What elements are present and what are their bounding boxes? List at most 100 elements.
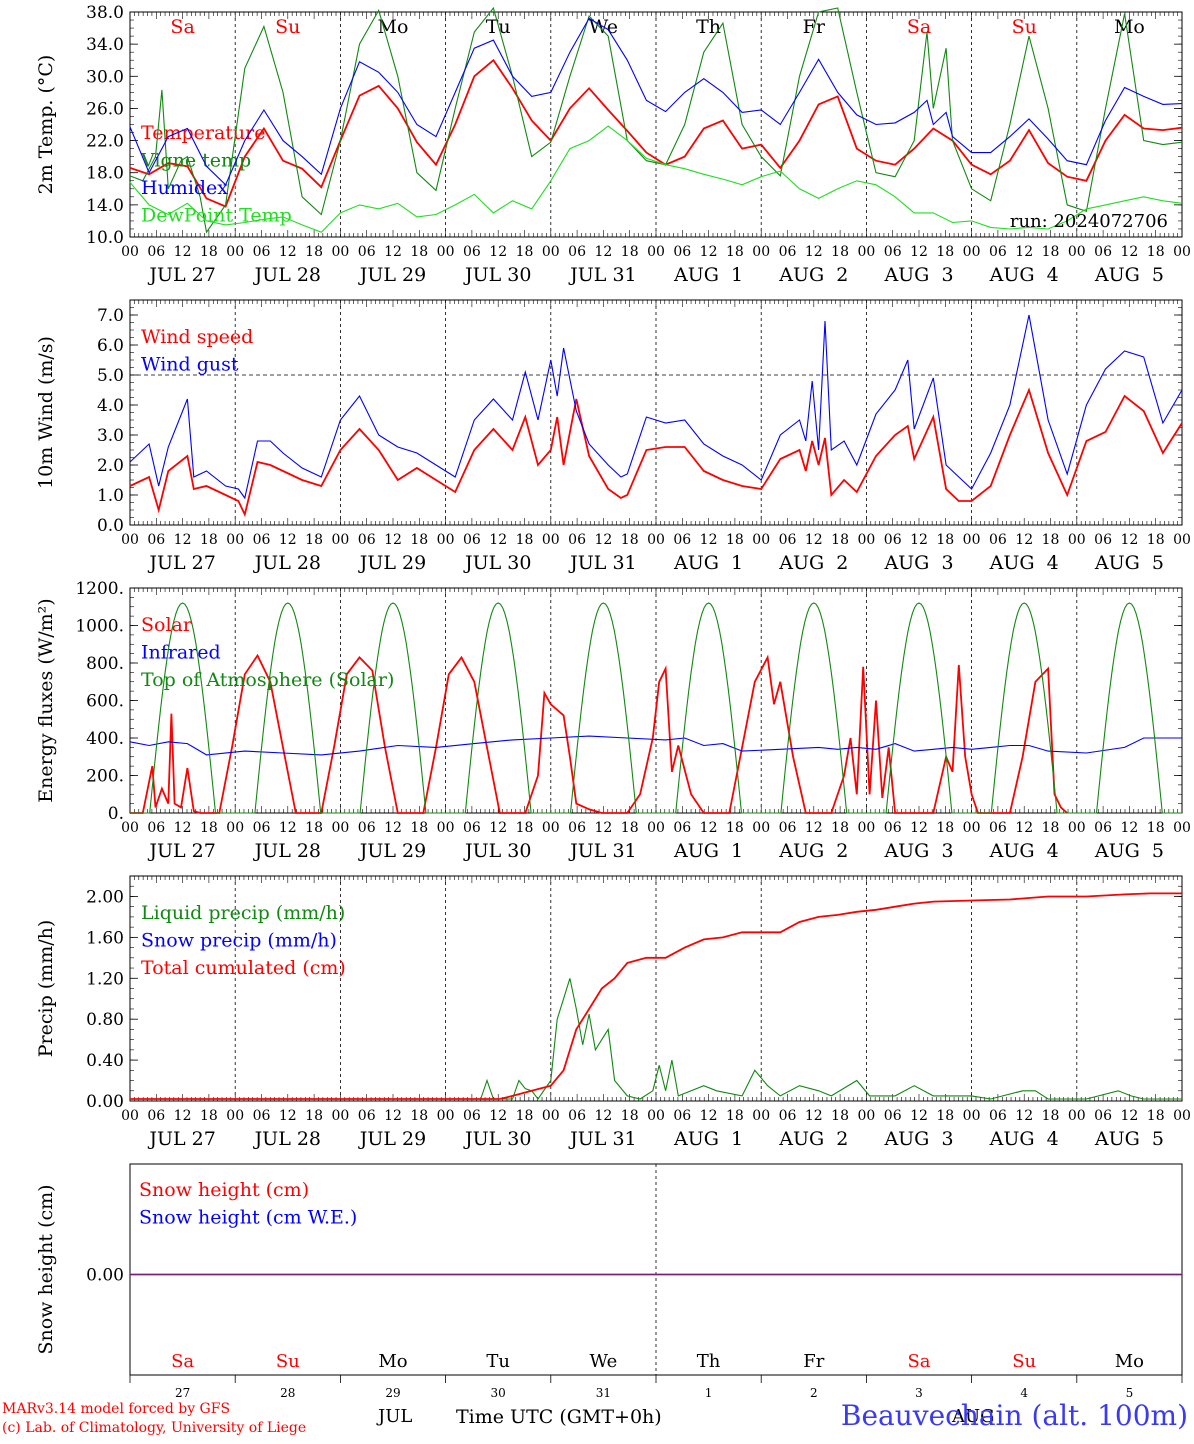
hour-tick-label: 06 (568, 532, 586, 548)
date-label: JUL 30 (463, 552, 531, 574)
y-tick-label: 0. (108, 804, 124, 824)
station-label: Beauvechain (alt. 100m) (840, 1399, 1188, 1432)
hour-tick-label: 18 (200, 820, 218, 836)
weekday-label-bottom: Sa (907, 1351, 930, 1372)
hour-tick-label: 00 (1068, 244, 1086, 260)
hour-tick-label: 06 (1094, 244, 1112, 260)
hour-tick-label: 00 (226, 532, 244, 548)
series-line-1 (130, 978, 1182, 1100)
date-label: JUL 27 (147, 552, 215, 574)
hour-tick-label: 06 (989, 244, 1007, 260)
hour-tick-label: 12 (1120, 1108, 1138, 1124)
hour-tick-label: 00 (437, 1108, 455, 1124)
hour-tick-label: 18 (1147, 532, 1165, 548)
date-label: JUL 31 (568, 552, 636, 574)
hour-tick-label: 00 (1173, 820, 1191, 836)
weekday-label: Mo (1114, 16, 1145, 38)
legend-entry: Vigne temp (140, 150, 251, 172)
date-label: AUG 3 (883, 552, 953, 574)
hour-tick-label: 18 (621, 532, 639, 548)
y-tick-label: 0.00 (86, 1266, 124, 1286)
hour-tick-label: 06 (673, 1108, 691, 1124)
hour-tick-label: 12 (594, 532, 612, 548)
hour-tick-label: 06 (989, 532, 1007, 548)
hour-tick-label: 06 (147, 532, 165, 548)
hour-tick-label: 00 (1173, 1108, 1191, 1124)
date-label: AUG 5 (1094, 552, 1164, 574)
series-line-1 (130, 653, 1068, 814)
hour-tick-label: 00 (542, 1108, 560, 1124)
day-number-label: 27 (175, 1386, 190, 1400)
hour-tick-label: 18 (726, 1108, 744, 1124)
hour-tick-label: 12 (910, 820, 928, 836)
date-label: AUG 3 (883, 840, 953, 862)
hour-tick-label: 06 (779, 532, 797, 548)
hour-tick-label: 12 (1120, 532, 1138, 548)
hour-tick-label: 06 (1094, 1108, 1112, 1124)
y-tick-label: 10.0 (86, 228, 124, 248)
hour-tick-label: 06 (253, 1108, 271, 1124)
hour-tick-label: 18 (516, 244, 534, 260)
y-tick-label: 0.80 (86, 1010, 124, 1030)
weekday-label: Sa (907, 16, 931, 38)
hour-tick-label: 06 (779, 244, 797, 260)
hour-tick-label: 00 (963, 1108, 981, 1124)
hour-tick-label: 00 (1068, 820, 1086, 836)
hour-tick-label: 12 (700, 1108, 718, 1124)
hour-tick-label: 12 (384, 532, 402, 548)
plot-frame (129, 11, 1183, 238)
y-tick-label: 0.40 (86, 1051, 124, 1071)
y-tick-label: 34.0 (86, 35, 124, 55)
hour-tick-label: 18 (1147, 1108, 1165, 1124)
hour-tick-label: 18 (936, 820, 954, 836)
hour-tick-label: 18 (936, 1108, 954, 1124)
hour-tick-label: 06 (358, 820, 376, 836)
hour-tick-label: 00 (647, 1108, 665, 1124)
legend-entry: Wind gust (141, 354, 239, 376)
y-tick-label: 2.00 (86, 887, 124, 907)
hour-tick-label: 18 (516, 1108, 534, 1124)
hour-tick-label: 00 (647, 244, 665, 260)
weekday-label-bottom: We (590, 1351, 618, 1372)
hour-tick-label: 06 (884, 820, 902, 836)
weekday-label: Th (696, 16, 721, 38)
hour-tick-label: 00 (752, 244, 770, 260)
series-line-4 (129, 125, 1183, 233)
month-label-aug: AUG (952, 1406, 995, 1427)
date-label: JUL 28 (253, 840, 321, 862)
hour-tick-label: 06 (884, 532, 902, 548)
hour-tick-label: 18 (1147, 820, 1165, 836)
hour-tick-label: 18 (200, 532, 218, 548)
month-label-jul: JUL (378, 1406, 413, 1427)
date-label: JUL 30 (463, 1128, 531, 1150)
date-label: AUG 3 (883, 1128, 953, 1150)
hour-tick-label: 12 (594, 820, 612, 836)
date-label: JUL 30 (463, 264, 531, 286)
run-annotation: run: 2024072706 (1010, 211, 1168, 232)
weekday-label: Su (275, 16, 300, 38)
hour-tick-label: 00 (1173, 532, 1191, 548)
credit-line-1: MARv3.14 model forced by GFS (2, 1401, 231, 1417)
hour-tick-label: 06 (463, 244, 481, 260)
hour-tick-label: 06 (253, 244, 271, 260)
hour-tick-label: 18 (1042, 244, 1060, 260)
hour-tick-label: 12 (279, 1108, 297, 1124)
hour-tick-label: 00 (752, 1108, 770, 1124)
hour-tick-label: 18 (516, 532, 534, 548)
weekday-label: Sa (170, 16, 194, 38)
hour-tick-label: 12 (1015, 532, 1033, 548)
y-tick-label: 800. (86, 654, 124, 674)
hour-tick-label: 12 (700, 820, 718, 836)
y-tick-label: 3.0 (97, 426, 124, 446)
weekday-label: Mo (378, 16, 409, 38)
date-label: AUG 1 (673, 1128, 743, 1150)
hour-tick-label: 00 (121, 820, 139, 836)
date-label: JUL 31 (568, 840, 636, 862)
hour-tick-label: 12 (1120, 244, 1138, 260)
hour-tick-label: 06 (673, 532, 691, 548)
hour-tick-label: 12 (1120, 820, 1138, 836)
hour-tick-label: 12 (805, 1108, 823, 1124)
hour-tick-label: 06 (147, 1108, 165, 1124)
series-line-2 (129, 6, 1183, 234)
